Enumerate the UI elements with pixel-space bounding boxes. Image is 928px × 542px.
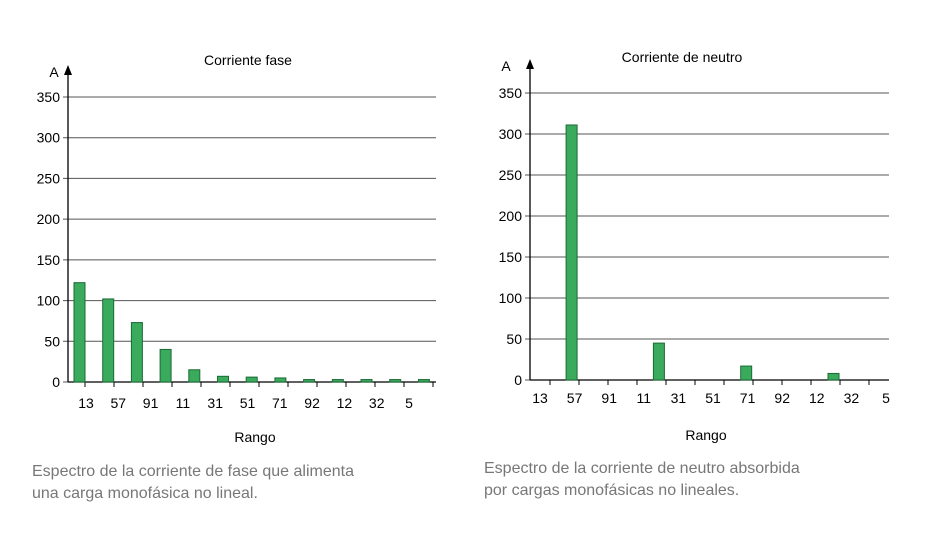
neutral-x-tick-label: 91 [601,390,617,406]
phase-y-tick-label: 100 [37,293,61,309]
neutral-x-tick-label: 31 [671,390,687,406]
phase-x-tick-label: 11 [176,395,191,411]
phase-x-tick-label: 5 [405,395,413,411]
phase-bar-11 [217,375,229,383]
phase-x-tick-label: 92 [304,395,320,411]
neutral-x-tick-label: 13 [532,390,548,406]
phase-bar-17 [303,379,316,383]
phase-x-axis-label: Rango [234,429,275,445]
phase-bar-1 [73,282,86,383]
phase-bar-19 [331,379,344,383]
neutral-y-tick-label: 50 [506,331,522,347]
phase-x-tick-label: 31 [207,395,223,411]
neutral-y-tick-label: 200 [499,208,523,224]
phase-y-axis-arrow [64,65,72,75]
neutral-x-tick-label: 51 [705,390,721,406]
phase-y-tick-label: 200 [37,211,61,227]
neutral-chart-title: Corriente de neutro [622,49,743,65]
neutral-y-tick-label: 0 [514,372,522,388]
phase-y-tick-label: 50 [44,333,60,349]
phase-bar-15 [274,377,287,383]
phase-bar-13 [245,376,258,383]
neutral-bar-15 [740,365,753,381]
phase-x-tick-label: 57 [111,395,127,411]
phase-y-tick-label: 350 [37,89,61,105]
phase-y-tick-label: 250 [37,170,61,186]
phase-bar-7 [159,348,172,383]
neutral-x-tick-label: 5 [882,390,890,406]
chart-panel-phase-current: 0 50 100 150 200 250 300 350 13 57 91 11 31 51 71 92 12 3… [32,52,436,502]
phase-y-tick-label: 0 [52,374,60,390]
phase-bar-21 [360,379,373,383]
chart-caption-phase: Espectro de la corriente de fase que ali… [32,463,354,502]
neutral-y-tick-label: 350 [499,85,523,101]
phase-chart-title: Corriente fase [204,52,292,68]
neutral-y-tick-label: 100 [499,290,523,306]
neutral-x-tick-label: 71 [740,390,756,406]
neutral-y-tick-label: 300 [499,126,523,142]
neutral-y-tick-label: 250 [499,167,523,183]
phase-y-tick-label: 300 [37,130,61,146]
phase-x-tick-label: 51 [240,395,256,411]
phase-x-tick-label: 13 [78,395,94,411]
neutral-x-axis-label: Rango [685,427,726,443]
neutral-x-tick-label: 12 [809,390,825,406]
phase-x-tick-label: 91 [143,395,159,411]
phase-bar-3 [102,298,115,383]
phase-x-tick-label: 32 [369,395,385,411]
chart-caption-neutral: Espectro de la corriente de neutro absor… [484,460,800,499]
phase-y-axis-label: A [49,64,59,80]
phase-bar-5 [130,322,143,383]
neutral-y-axis-arrow [526,59,534,69]
neutral-bar-3 [565,124,578,381]
neutral-x-tick-label: 11 [637,390,652,406]
phase-bar-25 [417,379,430,383]
neutral-bar-9 [652,342,665,381]
neutral-x-tick-label: 57 [567,390,583,406]
neutral-current-chart: 0 50 100 150 200 250 300 350 13 57 91 11 31 51 71 92 12 3… [499,49,890,443]
phase-current-chart: 0 50 100 150 200 250 300 350 13 57 91 11 31 51 71 92 12 3… [37,52,436,445]
neutral-y-tick-label: 150 [499,249,523,265]
neutral-bar-21 [827,372,840,381]
phase-x-tick-label: 12 [337,395,353,411]
neutral-y-axis-label: A [501,58,511,74]
neutral-x-tick-label: 32 [844,390,860,406]
chart-panel-neutral-current: 0 50 100 150 200 250 300 350 13 57 91 11 31 51 71 92 12 3… [464,0,928,542]
phase-x-tick-label: 71 [272,395,288,411]
phase-bar-23 [389,379,402,383]
phase-y-tick-label: 150 [37,252,61,268]
neutral-x-tick-label: 92 [774,390,790,406]
phase-bar-9 [188,369,201,383]
